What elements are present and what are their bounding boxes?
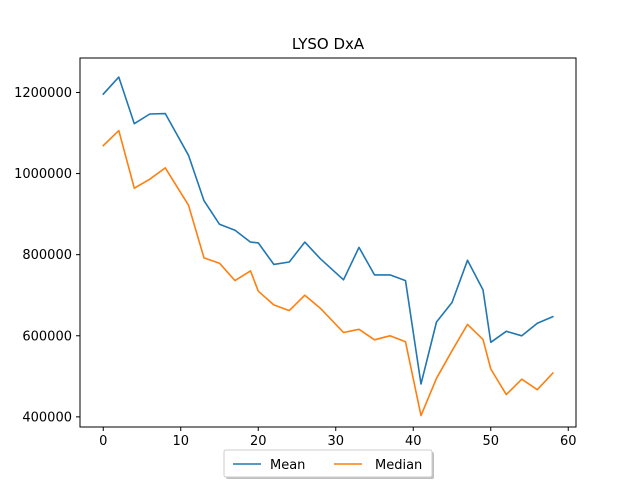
legend: Mean Median: [223, 449, 434, 479]
y-tick-label: 1000000: [14, 167, 72, 182]
x-axis: 0 10 20 30 40 50 60: [99, 427, 577, 449]
chart-title: LYSO DxA: [292, 35, 365, 53]
x-tick-label: 30: [327, 434, 344, 449]
y-tick-label: 1200000: [14, 86, 72, 101]
y-tick-label: 400000: [22, 410, 72, 425]
x-tick-label: 40: [405, 434, 422, 449]
x-tick-label: 10: [172, 434, 189, 449]
y-tick-label: 600000: [22, 329, 72, 344]
legend-label-median: Median: [375, 458, 422, 473]
series-lines: [102, 76, 554, 417]
legend-label-mean: Mean: [270, 458, 305, 473]
plot-area-frame: [79, 57, 577, 428]
series-line-mean: [102, 76, 554, 385]
series-line-median: [102, 129, 554, 417]
x-tick-label: 50: [482, 434, 499, 449]
y-axis: 400000 600000 800000 1000000 1200000: [14, 86, 80, 425]
legend-box: [223, 449, 433, 478]
x-tick-label: 0: [99, 434, 107, 449]
y-tick-label: 800000: [22, 248, 72, 263]
x-tick-label: 60: [560, 434, 577, 449]
x-tick-label: 20: [250, 434, 267, 449]
